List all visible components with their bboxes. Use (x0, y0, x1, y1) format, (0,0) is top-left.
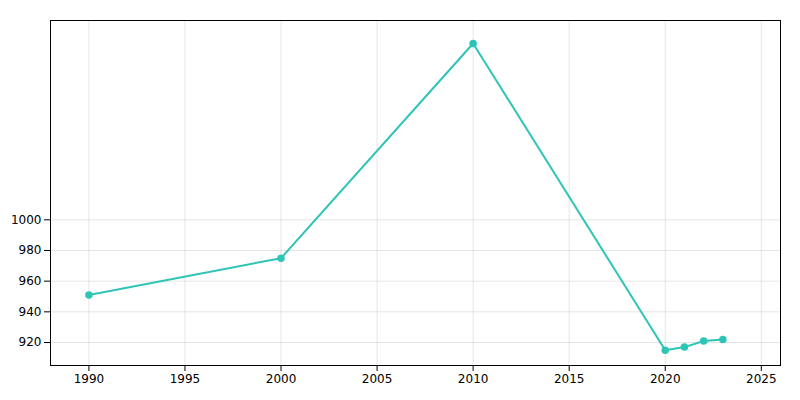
svg-text:960: 960 (19, 274, 42, 288)
svg-text:980: 980 (19, 243, 42, 257)
svg-text:2015: 2015 (554, 372, 585, 386)
svg-text:2010: 2010 (458, 372, 489, 386)
svg-text:2005: 2005 (362, 372, 393, 386)
svg-text:1990: 1990 (74, 372, 105, 386)
svg-text:2025: 2025 (746, 372, 777, 386)
svg-text:940: 940 (19, 305, 42, 319)
svg-text:1000: 1000 (11, 213, 42, 227)
svg-text:920: 920 (19, 335, 42, 349)
svg-text:1995: 1995 (170, 372, 201, 386)
svg-text:2000: 2000 (266, 372, 297, 386)
svg-text:2020: 2020 (650, 372, 681, 386)
